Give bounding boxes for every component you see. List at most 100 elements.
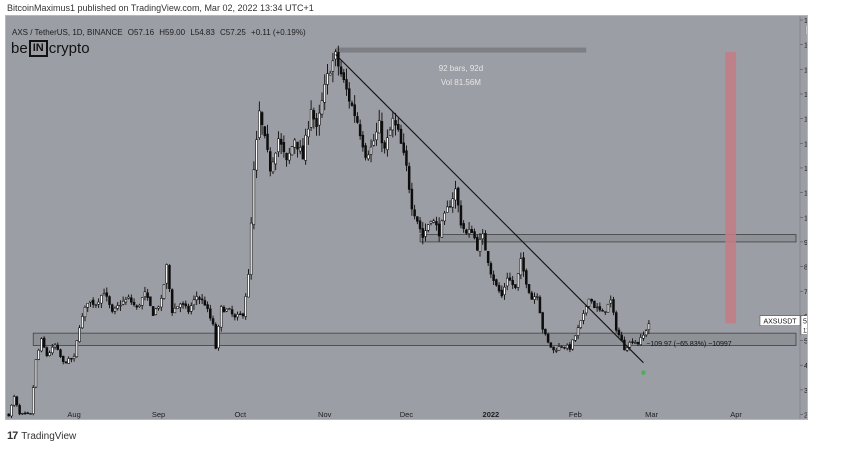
candle-body (53, 344, 57, 348)
candle-body (571, 339, 574, 350)
candle-body (590, 298, 593, 302)
candle-body (552, 346, 555, 351)
symbol-pair[interactable]: AXS / TetherUS, 1D, BINANCE (12, 28, 123, 37)
candle-body (170, 289, 174, 314)
candle-body (225, 308, 228, 312)
price-tick-label: 180.00 (804, 18, 808, 25)
candle-body (614, 312, 618, 331)
support-resistance-zone (419, 234, 797, 243)
candle-body (42, 337, 46, 348)
candle-body (377, 120, 381, 134)
candle-body (83, 306, 87, 318)
candle-body (497, 285, 501, 292)
candle-body (198, 297, 201, 300)
candle-body (271, 161, 275, 173)
candlestick-chart[interactable]: 92 bars, 92d Vol 81.56M −109.97 (−65.83%) … (6, 16, 808, 420)
candle-body (555, 350, 558, 352)
price-tick-label: 90.00 (804, 240, 808, 247)
candle-body (530, 292, 534, 300)
descending-trendline (335, 54, 644, 364)
candle-body (609, 299, 613, 304)
candle-body (443, 212, 446, 222)
measure-label: −109.97 (−65.83%) −10997 (646, 341, 732, 348)
candle-body (263, 126, 267, 136)
candle-body (110, 304, 114, 312)
candle-body (121, 300, 125, 305)
candle-body (244, 296, 247, 317)
symbol-header: AXS / TetherUS, 1D, BINANCE O57.16 H59.0… (12, 28, 309, 37)
ohlc-close: C57.25 (220, 28, 246, 37)
candle-body (511, 279, 514, 286)
candle-body (625, 347, 629, 351)
candle-body (187, 305, 190, 313)
candle-body (15, 396, 19, 406)
candle-body (285, 152, 288, 161)
price-tick-label: 150.00 (804, 92, 808, 99)
price-tick-label: 160.00 (804, 67, 808, 74)
price-tick-label: 120.00 (804, 166, 808, 173)
candle-body (527, 284, 531, 293)
candle-body (489, 263, 493, 275)
candle-body (388, 129, 392, 136)
candle-body (75, 340, 79, 358)
time-tick-label: Sep (152, 410, 165, 419)
candle-body (413, 209, 416, 217)
time-tick-label: 2022 (483, 410, 500, 419)
range-measure-bar (335, 47, 587, 53)
candle-body (233, 314, 237, 318)
candle-body (209, 308, 212, 319)
candle-body (23, 412, 27, 415)
candle-body (37, 349, 40, 360)
currency-label: USDT (807, 28, 808, 35)
candle-body (634, 342, 637, 344)
candle-body (642, 334, 645, 339)
candle-body (353, 104, 356, 117)
candle-body (247, 274, 250, 298)
candle-body (108, 296, 111, 305)
candle-body (301, 145, 305, 160)
candle-body (522, 257, 525, 272)
candle-body (138, 304, 141, 307)
candle-body (435, 221, 438, 226)
candle-body (86, 302, 89, 308)
candle-body (410, 188, 414, 210)
brand-box: IN (28, 40, 48, 57)
brand-prefix: be (11, 40, 28, 57)
candle-body (644, 330, 648, 336)
candle-body (557, 346, 561, 351)
candle-body (304, 134, 307, 161)
tradingview-footer[interactable]: 17 TradingView (7, 430, 76, 442)
candle-body (639, 337, 642, 346)
candle-body (386, 137, 389, 150)
candle-body (402, 142, 405, 153)
candle-body (26, 412, 30, 414)
candle-body (516, 273, 520, 288)
candle-body (347, 88, 351, 102)
candle-body (478, 239, 482, 252)
candle-body (508, 277, 512, 281)
candle-body (160, 297, 163, 308)
candle-body (465, 229, 468, 234)
candle-body (282, 142, 286, 153)
candle-body (48, 352, 51, 356)
time-tick-label: Apr (730, 410, 742, 419)
candle-body (274, 152, 277, 165)
chart-frame[interactable]: 92 bars, 92d Vol 81.56M −109.97 (−65.83%) … (5, 15, 808, 420)
candle-body (399, 128, 403, 144)
candle-body (81, 316, 84, 329)
candle-body (97, 301, 100, 305)
price-tick-label: 20.00 (804, 413, 808, 420)
time-tick-label: Aug (67, 410, 80, 419)
candle-body (307, 128, 310, 138)
candle-body (51, 346, 54, 354)
candle-body (72, 356, 76, 359)
time-tick-label: Nov (318, 410, 332, 419)
candle-body (459, 205, 463, 226)
candle-body (574, 335, 577, 341)
time-tick-label: Dec (400, 410, 414, 419)
candle-body (124, 299, 128, 303)
candle-body (631, 341, 634, 343)
price-tick-label: 50.00 (804, 339, 808, 346)
candle-body (565, 344, 569, 349)
candle-body (34, 359, 38, 388)
